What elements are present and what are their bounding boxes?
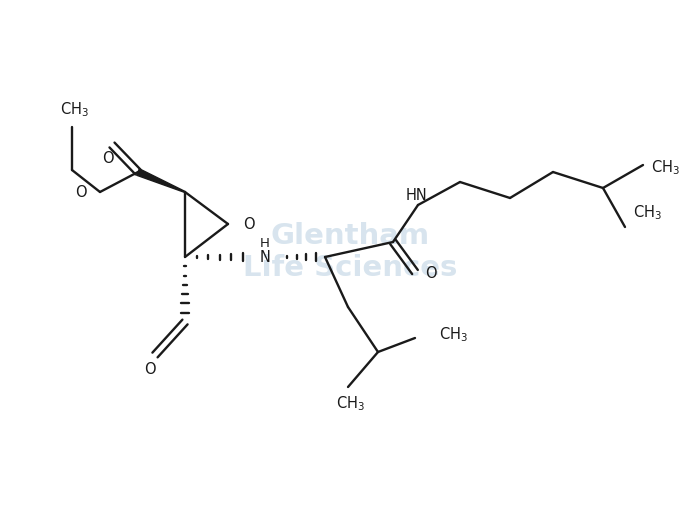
Text: O: O: [243, 216, 255, 231]
Polygon shape: [136, 169, 185, 192]
Text: HN: HN: [405, 188, 427, 202]
Text: CH$_3$: CH$_3$: [335, 395, 365, 413]
Text: Glentham
Life Sciences: Glentham Life Sciences: [243, 222, 457, 282]
Text: H: H: [260, 237, 270, 250]
Text: CH$_3$: CH$_3$: [59, 101, 88, 120]
Text: O: O: [102, 150, 114, 165]
Text: O: O: [425, 266, 436, 281]
Text: N: N: [260, 250, 271, 265]
Text: O: O: [144, 361, 156, 376]
Text: O: O: [75, 185, 87, 200]
Text: CH$_3$: CH$_3$: [651, 159, 680, 177]
Text: CH$_3$: CH$_3$: [439, 326, 468, 344]
Text: CH$_3$: CH$_3$: [633, 204, 662, 223]
